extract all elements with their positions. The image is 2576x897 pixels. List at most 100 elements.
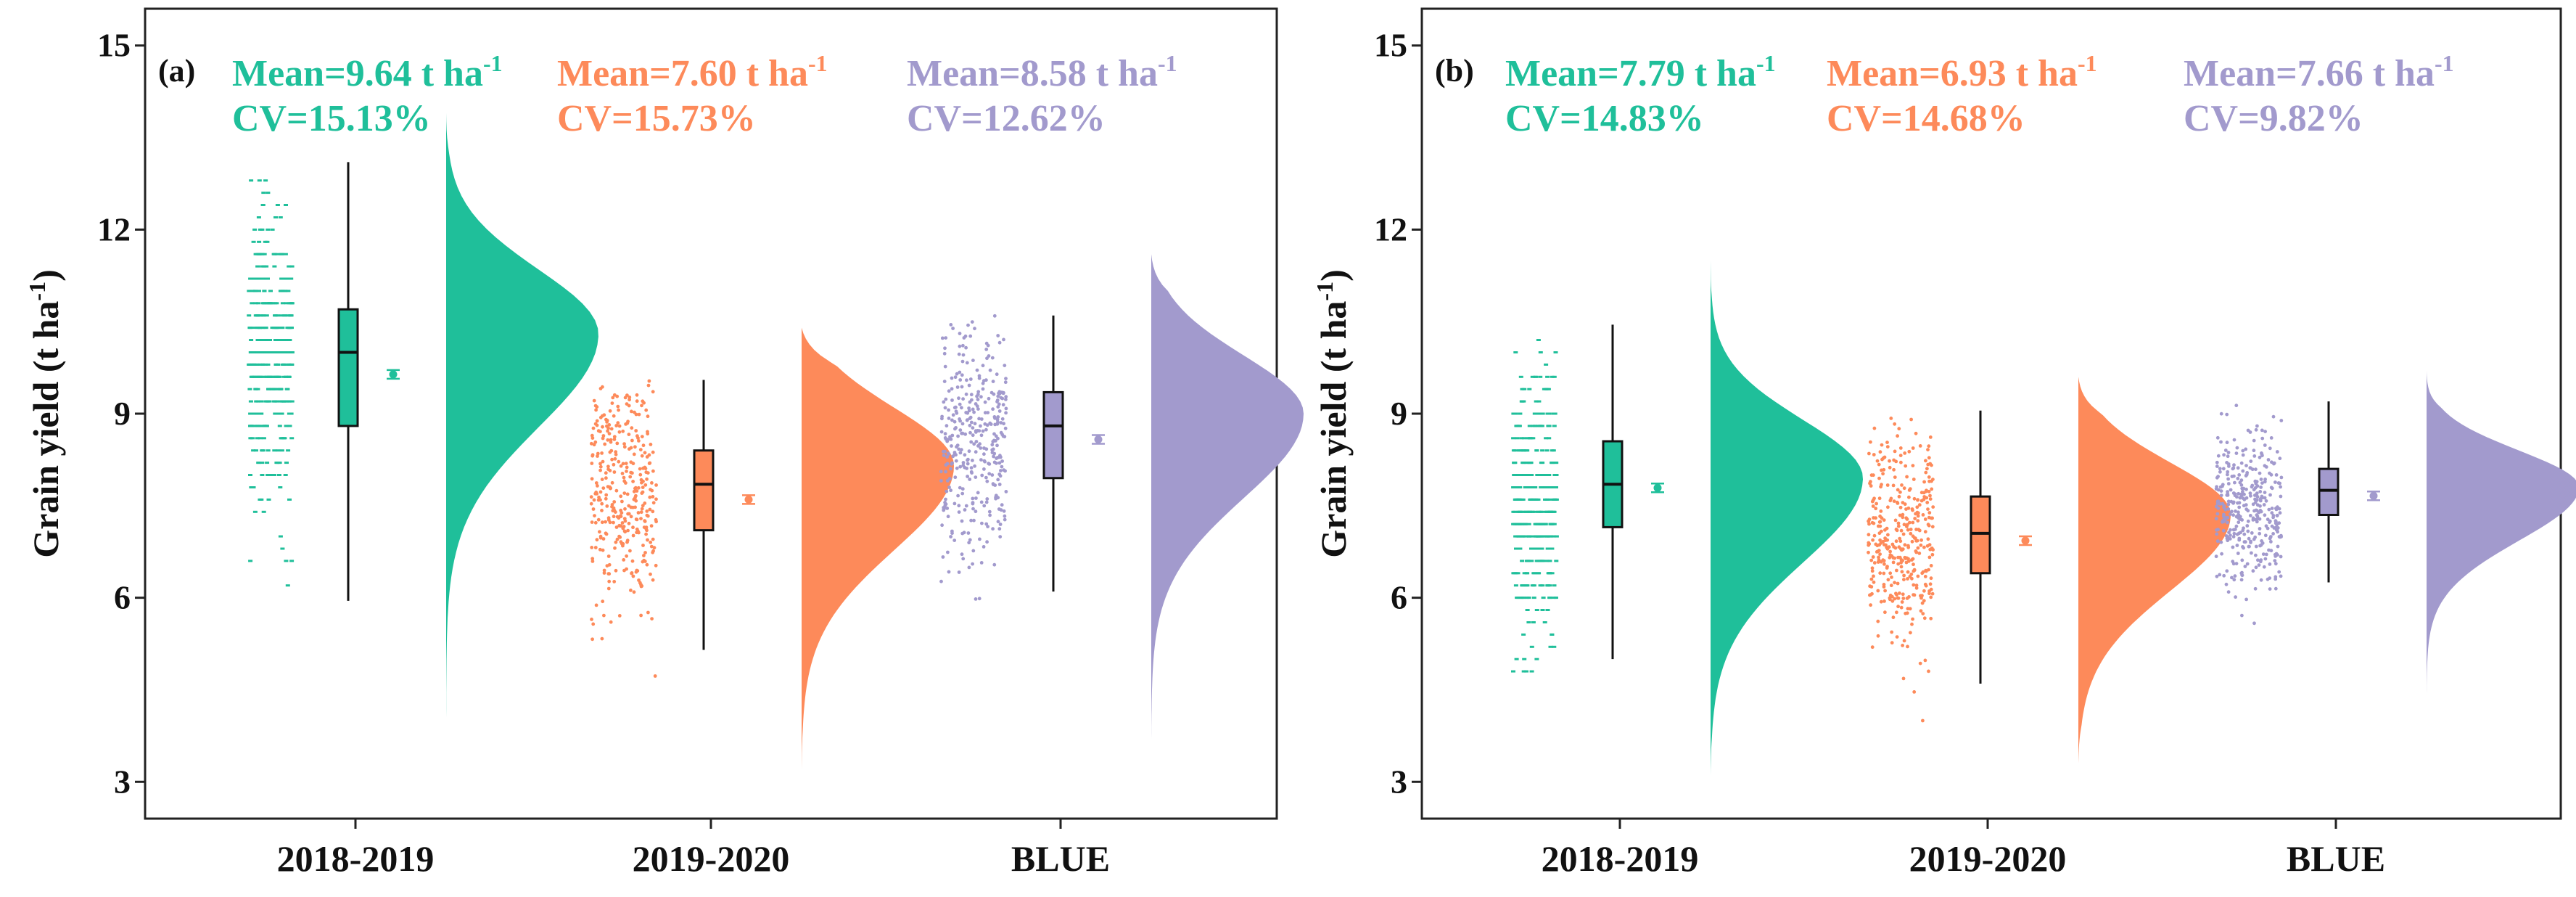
data-point <box>1909 528 1913 531</box>
data-point <box>995 443 999 448</box>
data-point <box>260 462 265 464</box>
data-point <box>255 351 260 353</box>
data-point <box>1533 425 1538 427</box>
data-point <box>1909 417 1914 422</box>
data-point <box>646 471 650 475</box>
data-point <box>1883 610 1887 615</box>
data-point <box>285 327 290 329</box>
data-point <box>1890 630 1894 634</box>
data-point <box>1868 584 1872 589</box>
mean-point <box>1094 435 1103 444</box>
data-point <box>1552 645 1557 648</box>
data-point <box>943 364 947 369</box>
data-point <box>1003 435 1007 439</box>
data-point <box>1882 571 1886 576</box>
data-point <box>259 351 264 353</box>
data-point <box>2216 499 2221 503</box>
data-point <box>975 368 979 372</box>
data-point <box>1003 364 1007 367</box>
data-point <box>2215 460 2219 464</box>
data-point <box>2244 447 2248 451</box>
data-point <box>2230 576 2234 580</box>
data-point <box>1530 547 1535 550</box>
data-point <box>945 489 949 493</box>
data-point <box>2255 424 2259 428</box>
data-point <box>1527 462 1532 464</box>
data-point <box>964 392 968 396</box>
data-point <box>632 590 636 594</box>
data-point <box>1532 412 1537 415</box>
data-point <box>2230 509 2234 514</box>
data-point <box>1515 498 1520 501</box>
data-point <box>939 430 944 434</box>
data-point <box>2236 476 2240 480</box>
data-point <box>996 394 1000 398</box>
data-point <box>2236 466 2240 470</box>
box-iqr <box>1970 495 1991 575</box>
data-point <box>1554 560 1559 562</box>
y-tick-label: 9 <box>114 395 131 432</box>
data-point <box>631 480 635 483</box>
data-point <box>252 277 258 280</box>
data-point <box>980 473 984 478</box>
data-point <box>944 497 947 501</box>
data-point <box>1911 617 1915 621</box>
data-point <box>605 504 609 508</box>
data-point <box>2255 495 2260 499</box>
data-point <box>1882 562 1886 566</box>
data-point <box>261 302 266 305</box>
data-point <box>2226 454 2230 459</box>
data-point <box>259 412 264 415</box>
data-point <box>594 481 598 485</box>
data-point <box>639 613 643 618</box>
data-point <box>1870 499 1875 504</box>
data-point <box>997 340 1002 345</box>
data-point <box>252 375 258 378</box>
data-point <box>1916 519 1920 523</box>
data-point <box>621 462 625 466</box>
data-point <box>1545 412 1550 415</box>
data-point <box>623 396 627 400</box>
data-point <box>954 426 958 430</box>
data-point <box>2268 562 2272 566</box>
data-point <box>620 499 624 504</box>
data-point <box>2215 539 2220 543</box>
data-point <box>625 470 628 473</box>
data-point <box>255 412 260 415</box>
data-point <box>1898 513 1902 517</box>
data-point <box>997 409 1002 413</box>
data-point <box>997 527 1002 531</box>
data-point <box>977 374 982 378</box>
data-point <box>943 501 947 504</box>
data-point <box>594 408 598 412</box>
data-point <box>979 424 982 428</box>
data-point <box>608 520 612 525</box>
data-point <box>1894 591 1898 596</box>
data-point <box>1901 597 1906 600</box>
data-point <box>2269 436 2273 440</box>
data-point <box>989 390 994 395</box>
data-point <box>2239 578 2244 582</box>
data-point <box>991 380 995 383</box>
data-point <box>943 436 947 440</box>
data-point <box>1886 533 1890 537</box>
data-point <box>980 521 984 525</box>
data-point <box>255 388 260 390</box>
data-point <box>1513 510 1518 513</box>
data-point <box>601 548 605 552</box>
data-point <box>958 428 963 432</box>
data-point <box>1919 543 1923 547</box>
data-point <box>1882 599 1886 603</box>
data-point <box>1515 437 1520 440</box>
data-point <box>1906 557 1910 561</box>
data-point <box>625 402 629 406</box>
data-point <box>251 486 256 488</box>
data-point <box>1906 570 1910 574</box>
data-point <box>995 422 1000 426</box>
data-point <box>279 412 284 415</box>
data-point <box>2215 475 2219 480</box>
data-point <box>607 423 612 427</box>
data-point <box>1536 498 1541 501</box>
data-point <box>2225 461 2229 464</box>
data-point <box>1003 517 1007 522</box>
